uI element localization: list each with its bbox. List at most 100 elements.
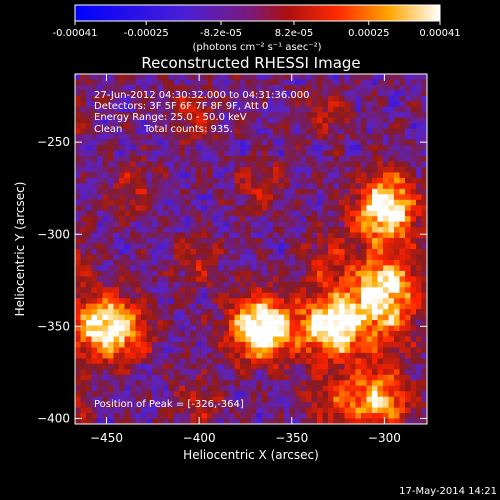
heatmap-cell	[190, 183, 197, 190]
heatmap-cell	[416, 161, 422, 168]
heatmap-cell	[135, 320, 142, 326]
heatmap-cell	[218, 320, 224, 326]
heatmap-cell	[300, 199, 307, 206]
heatmap-cell	[267, 156, 274, 162]
heatmap-cell	[284, 402, 290, 408]
heatmap-cell	[317, 150, 323, 157]
heatmap-cell	[212, 188, 219, 195]
heatmap-cell	[405, 259, 411, 266]
heatmap-cell	[355, 249, 362, 255]
heatmap-cell	[163, 156, 169, 162]
heatmap-cell	[262, 402, 268, 408]
heatmap-cell	[185, 292, 191, 299]
heatmap-cell	[377, 254, 384, 261]
heatmap-cell	[267, 396, 274, 403]
heatmap-cell	[300, 172, 307, 179]
heatmap-cell	[284, 139, 290, 146]
chart-title: Reconstructed RHESSI Image	[141, 54, 360, 72]
heatmap-cell	[130, 112, 136, 119]
heatmap-cell	[284, 79, 290, 86]
heatmap-cell	[234, 249, 241, 255]
heatmap-cell	[218, 238, 224, 244]
heatmap-cell	[146, 347, 153, 354]
heatmap-cell	[306, 292, 312, 299]
heatmap-cell	[322, 210, 329, 217]
heatmap-cell	[113, 194, 120, 201]
heatmap-cell	[157, 210, 164, 217]
heatmap-cell	[218, 123, 224, 129]
heatmap-cell	[339, 358, 345, 365]
heatmap-cell	[366, 287, 373, 294]
heatmap-cell	[355, 106, 362, 113]
heatmap-cell	[141, 95, 147, 102]
heatmap-cell	[416, 396, 422, 403]
heatmap-cell	[410, 276, 417, 283]
heatmap-cell	[196, 249, 202, 255]
heatmap-cell	[152, 95, 158, 102]
heatmap-cell	[80, 199, 87, 206]
heatmap-cell	[300, 270, 307, 277]
heatmap-cell	[124, 199, 131, 206]
heatmap-cell	[295, 238, 301, 244]
heatmap-cell	[256, 270, 263, 277]
heatmap-cell	[223, 139, 230, 146]
heatmap-cell	[113, 210, 120, 217]
heatmap-cell	[185, 194, 191, 201]
heatmap-cell	[141, 358, 147, 365]
heatmap-cell	[234, 183, 241, 190]
heatmap-cell	[300, 183, 307, 190]
heatmap-cell	[405, 145, 411, 151]
heatmap-cell	[416, 391, 422, 397]
heatmap-cell	[328, 79, 334, 86]
heatmap-cell	[273, 270, 279, 277]
heatmap-cell	[207, 336, 213, 343]
heatmap-cell	[377, 221, 384, 228]
heatmap-cell	[366, 177, 373, 184]
heatmap-cell	[339, 281, 345, 288]
heatmap-cell	[119, 325, 125, 332]
heatmap-cell	[322, 374, 329, 381]
heatmap-cell	[311, 194, 318, 201]
heatmap-cell	[306, 172, 312, 179]
heatmap-cell	[168, 369, 175, 376]
heatmap-cell	[152, 303, 158, 310]
heatmap-cell	[201, 352, 208, 359]
heatmap-cell	[361, 238, 367, 244]
heatmap-cell	[234, 309, 241, 315]
heatmap-cell	[366, 363, 373, 370]
heatmap-cell	[328, 259, 334, 266]
heatmap-cell	[97, 325, 103, 332]
heatmap-cell	[223, 358, 230, 365]
heatmap-cell	[289, 287, 296, 294]
heatmap-cell	[328, 413, 334, 419]
heatmap-cell	[108, 199, 114, 206]
heatmap-cell	[75, 161, 81, 168]
heatmap-cell	[416, 303, 422, 310]
heatmap-cell	[284, 90, 290, 97]
heatmap-cell	[97, 276, 103, 283]
heatmap-cell	[333, 101, 340, 108]
heatmap-cell	[284, 363, 290, 370]
heatmap-cell	[102, 90, 109, 97]
heatmap-cell	[328, 407, 334, 414]
heatmap-cell	[240, 172, 246, 179]
heatmap-cell	[91, 270, 98, 277]
heatmap-cell	[108, 123, 114, 129]
heatmap-cell	[157, 341, 164, 348]
heatmap-cell	[421, 145, 427, 151]
heatmap-cell	[350, 243, 356, 250]
heatmap-cell	[201, 374, 208, 381]
heatmap-cell	[361, 265, 367, 272]
heatmap-cell	[421, 265, 427, 272]
heatmap-cell	[295, 106, 301, 113]
heatmap-cell	[141, 199, 147, 206]
heatmap-cell	[350, 112, 356, 119]
heatmap-cell	[333, 194, 340, 201]
heatmap-cell	[399, 385, 406, 392]
heatmap-cell	[317, 90, 323, 97]
heatmap-cell	[97, 238, 103, 244]
heatmap-cell	[333, 249, 340, 255]
heatmap-cell	[328, 249, 334, 255]
heatmap-cell	[229, 166, 235, 173]
heatmap-cell	[251, 309, 257, 315]
